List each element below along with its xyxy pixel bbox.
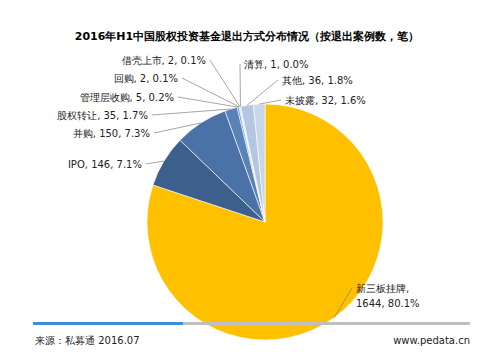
data-label: 股权转让, 35, 1.7% (57, 110, 148, 121)
label-category: 未披露 (285, 95, 315, 106)
data-label: 借壳上市, 2, 0.1% (122, 55, 206, 66)
label-category: 新三板挂牌 (356, 283, 406, 294)
leader-line (259, 100, 281, 104)
pie (147, 104, 383, 340)
pie-slice (253, 104, 265, 222)
label-category: IPO (68, 159, 85, 170)
label-value: 1644, 80.1% (356, 298, 420, 309)
label-value: , 146, 7.1% (85, 159, 142, 170)
label-value: , 32, 1.6% (315, 95, 366, 106)
label-category: 管理层收购 (80, 92, 130, 103)
footer-bar-accent (33, 322, 183, 325)
footer-bar (33, 322, 470, 325)
leader-line (240, 64, 241, 107)
label-value: , 150, 7.3% (93, 128, 150, 139)
data-label: IPO, 146, 7.1% (68, 159, 142, 170)
data-label: 新三板挂牌, 1644, 80.1% (356, 283, 420, 309)
data-label: 回购, 2, 0.1% (114, 73, 178, 84)
label-category: 其他 (282, 75, 302, 86)
data-label: 清算, 1, 0.0% (244, 59, 308, 70)
label-value: , 36, 1.8% (302, 75, 353, 86)
data-label: 未披露, 32, 1.6% (285, 95, 366, 106)
chart: 2016年H1中国股权投资基金退出方式分布情况（按退出案例数，笔） 新三板挂牌, 1… (0, 0, 494, 363)
title: 2016年H1中国股权投资基金退出方式分布情况（按退出案例数，笔） (75, 30, 419, 43)
label-category: 回购 (114, 73, 134, 84)
label-value: , 2, 0.1% (134, 73, 178, 84)
leader-line (146, 161, 164, 164)
label-value: , 35, 1.7% (97, 110, 148, 121)
source: 来源：私募通 2016.07 (35, 335, 140, 346)
label-value: , (406, 283, 409, 294)
label-category: 清算 (244, 59, 264, 70)
pie-slice (241, 105, 265, 222)
leader-line (152, 109, 231, 115)
label-category: 股权转让 (57, 110, 97, 121)
label-value: , 2, 0.1% (162, 55, 206, 66)
label-value: , 5, 0.2% (130, 92, 174, 103)
data-label: 并购, 150, 7.3% (73, 128, 150, 139)
leader-line (154, 123, 201, 133)
leader-line (334, 288, 352, 318)
leader-line (210, 60, 240, 107)
label-category: 并购 (73, 128, 93, 139)
label-category: 借壳上市 (122, 55, 162, 66)
pie-slice (147, 104, 383, 340)
labels: 新三板挂牌, 1644, 80.1% IPO, 146, 7.1% 并购, 150, … (57, 55, 419, 318)
website: www.pedata.cn (393, 335, 470, 346)
data-label: 管理层收购, 5, 0.2% (80, 92, 174, 103)
label-value: , 1, 0.0% (264, 59, 308, 70)
data-label: 其他, 36, 1.8% (282, 75, 353, 86)
